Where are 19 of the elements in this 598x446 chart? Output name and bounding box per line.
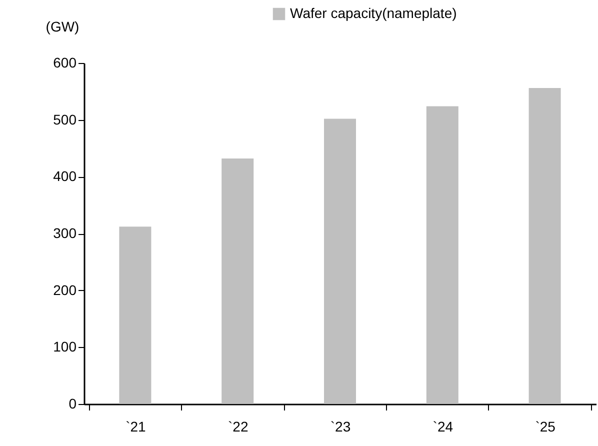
bar [119,226,152,404]
legend-label: Wafer capacity(nameplate) [290,5,457,21]
y-tick-label: 300 [53,225,77,241]
y-axis-title: (GW) [46,18,80,34]
x-tick-label: `24 [432,418,454,434]
bar [324,118,356,404]
y-tick-label: 500 [53,111,77,128]
x-tick-label: `21 [126,418,146,434]
y-tick-label: 600 [53,54,77,70]
x-tick-label: `23 [330,418,351,434]
bar [426,106,458,404]
x-tick-label: `22 [228,418,248,434]
y-tick-label: 100 [53,338,77,355]
bar [222,158,254,404]
bar [528,88,561,404]
y-tick-label: 200 [53,282,77,298]
x-tick-label: `25 [535,418,556,434]
y-tick-label: 400 [53,168,77,184]
y-tick-label: 0 [68,396,77,412]
